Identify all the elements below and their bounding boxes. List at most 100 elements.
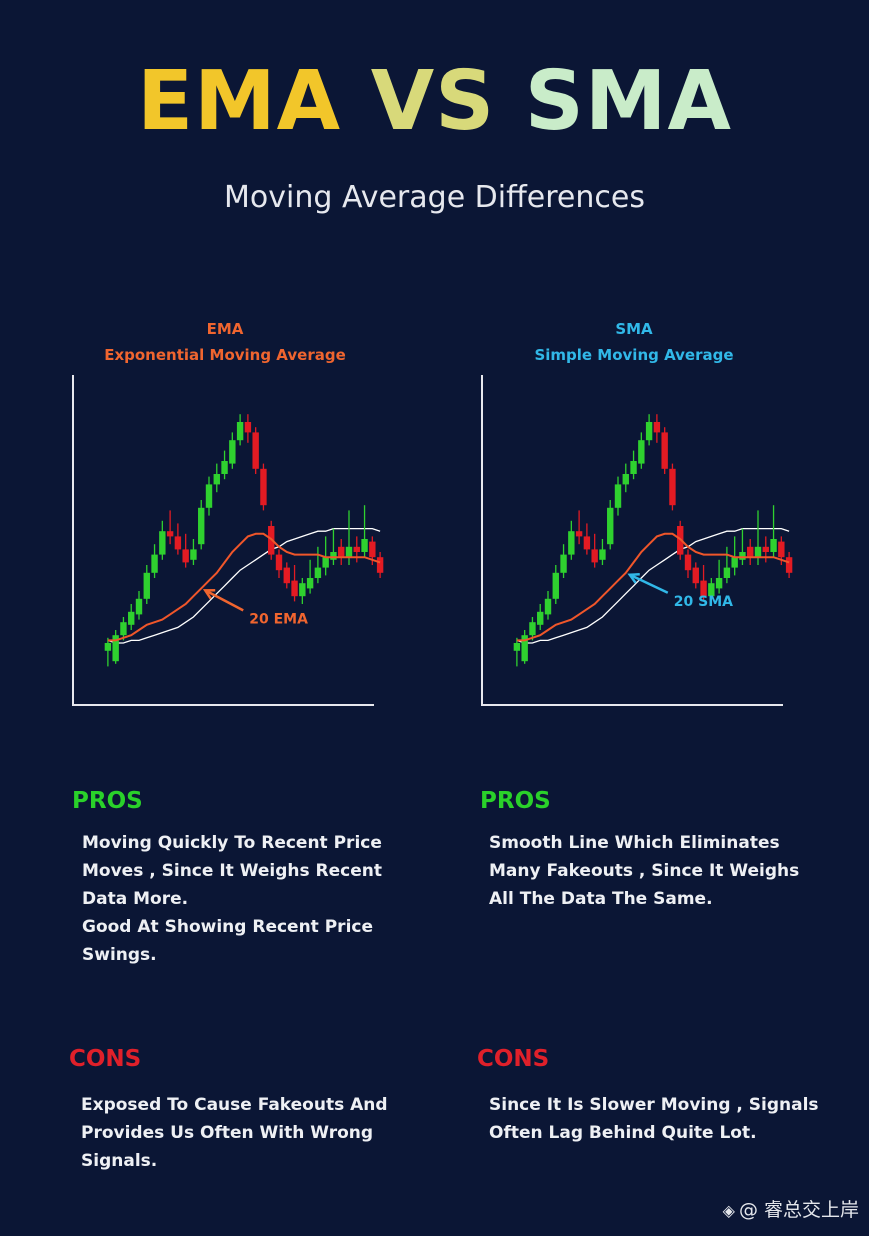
sma-candle-body xyxy=(521,635,528,662)
sma-candle-body xyxy=(661,432,668,469)
sma-candle-body xyxy=(770,539,777,552)
sma-candle-body xyxy=(739,552,746,560)
ema-candle-body xyxy=(182,549,189,563)
ema-candle-body xyxy=(166,531,174,537)
ema-pros-line: Moves , Since It Weighs Recent xyxy=(82,861,382,881)
ema-candle-body xyxy=(314,567,322,578)
sma-candle-body xyxy=(599,549,606,560)
sma-candle-body xyxy=(669,468,676,506)
sma-candle-body xyxy=(607,507,614,545)
sma-short-label: SMA xyxy=(615,320,653,338)
sma-chart-heading: SMA Simple Moving Average xyxy=(469,316,799,368)
ema-candle-body xyxy=(104,643,112,651)
ema-candle-body xyxy=(174,536,182,550)
page-title: EMA VS SMA xyxy=(0,54,869,149)
sma-candle-body xyxy=(552,572,559,599)
ema-chart-heading: EMA Exponential Moving Average xyxy=(60,316,390,368)
sma-candle-body xyxy=(785,557,793,573)
sma-candle-body xyxy=(575,531,583,537)
sma-candle-body xyxy=(684,554,692,571)
ema-cons-text: Exposed To Cause Fakeouts And Provides U… xyxy=(81,1091,401,1175)
sma-candle-body xyxy=(762,546,769,552)
ema-long-label: Exponential Moving Average xyxy=(104,346,346,364)
sma-candle-body xyxy=(653,422,661,433)
page-subtitle: Moving Average Differences xyxy=(224,180,645,215)
ema-candle-body xyxy=(236,422,244,441)
sma-annotation-arrow xyxy=(629,573,669,594)
ema-candle-body xyxy=(151,554,158,573)
sma-candle-body xyxy=(630,461,637,474)
ema-candle-body xyxy=(345,546,353,558)
sma-candle-body xyxy=(715,578,723,589)
ema-candle-body xyxy=(120,622,127,636)
watermark: ◈ @ 睿总交上岸 xyxy=(723,1195,859,1222)
title-vs: VS xyxy=(370,54,496,149)
ema-candle-body xyxy=(244,422,252,433)
sma-candle-body xyxy=(591,549,598,563)
ema-pros-line: Data More. xyxy=(82,889,189,909)
ema-candle-body xyxy=(190,549,197,560)
ema-annotation-label: 20 EMA xyxy=(249,611,308,627)
sma-candle-body xyxy=(754,546,762,558)
ema-candle-body xyxy=(306,578,314,589)
sma-candle-body xyxy=(700,580,707,597)
ema-candle-body xyxy=(338,546,345,558)
sma-candle-body xyxy=(529,622,536,636)
ema-ma-line xyxy=(107,532,381,642)
sma-candle-body xyxy=(692,567,699,584)
sma-candle-body xyxy=(537,611,544,625)
sma-candle-body xyxy=(731,557,738,568)
ema-candle-body xyxy=(322,557,329,568)
sma-cons-heading: CONS xyxy=(477,1046,550,1072)
sma-candlestick-chart: 20 SMA xyxy=(481,375,793,706)
sma-slow-line xyxy=(516,527,790,644)
sma-candle-body xyxy=(513,643,521,651)
sma-pros-line: All The Data The Same. xyxy=(489,889,713,909)
ema-candle-body xyxy=(213,474,220,485)
ema-short-label: EMA xyxy=(206,320,244,338)
ema-candle-body xyxy=(361,539,368,552)
sma-long-label: Simple Moving Average xyxy=(534,346,734,364)
sma-candle-body xyxy=(708,583,715,597)
sma-annotation-arrowhead xyxy=(627,572,640,584)
sma-candle-body xyxy=(560,554,567,573)
sma-candle-body xyxy=(614,484,622,508)
ema-candle-body xyxy=(283,567,290,584)
watermark-text: @ 睿总交上岸 xyxy=(738,1199,859,1221)
ema-candle-body xyxy=(353,546,360,552)
ema-cons-heading: CONS xyxy=(69,1046,142,1072)
ema-candle-body xyxy=(128,611,135,625)
sma-candle-body xyxy=(583,536,591,550)
sma-cons-line: Since It Is Slower Moving , Signals xyxy=(489,1095,819,1115)
ema-annotation-arrow xyxy=(204,589,244,612)
title-sma: SMA xyxy=(524,54,732,149)
ema-pros-line: Good At Showing Recent Price xyxy=(82,917,374,937)
sma-pros-line: Many Fakeouts , Since It Weighs xyxy=(489,861,800,881)
sma-candle-body xyxy=(778,541,785,558)
ema-candlestick-chart: 20 EMA xyxy=(72,375,384,706)
sma-cons-line: Often Lag Behind Quite Lot. xyxy=(489,1123,757,1143)
ema-candle-body xyxy=(252,432,259,469)
diamond-logo-icon: ◈ xyxy=(722,1201,735,1220)
ema-slow-line xyxy=(107,527,381,644)
ema-pros-text: Moving Quickly To Recent Price Moves , S… xyxy=(82,829,402,969)
sma-candle-body xyxy=(622,474,629,485)
sma-annotation-label: 20 SMA xyxy=(674,594,733,610)
ema-cons-line: Provides Us Often With Wrong xyxy=(81,1123,374,1143)
ema-pros-heading: PROS xyxy=(72,788,143,814)
ema-candle-body xyxy=(229,440,236,464)
ema-candle-body xyxy=(275,554,283,571)
ema-candle-body xyxy=(143,572,150,599)
ema-candle-body xyxy=(159,531,166,555)
title-ema: EMA xyxy=(137,54,342,149)
ema-candle-body xyxy=(299,583,306,597)
sma-candle-body xyxy=(645,422,653,441)
ema-candle-body xyxy=(221,461,228,474)
ema-pros-line: Moving Quickly To Recent Price xyxy=(82,833,382,853)
sma-candle-body xyxy=(544,598,552,615)
ema-cons-line: Signals. xyxy=(81,1151,158,1171)
sma-candle-body xyxy=(723,567,731,578)
sma-ma-line xyxy=(516,532,790,642)
ema-candle-body xyxy=(135,598,143,615)
ema-annotation-arrowhead xyxy=(202,588,216,600)
